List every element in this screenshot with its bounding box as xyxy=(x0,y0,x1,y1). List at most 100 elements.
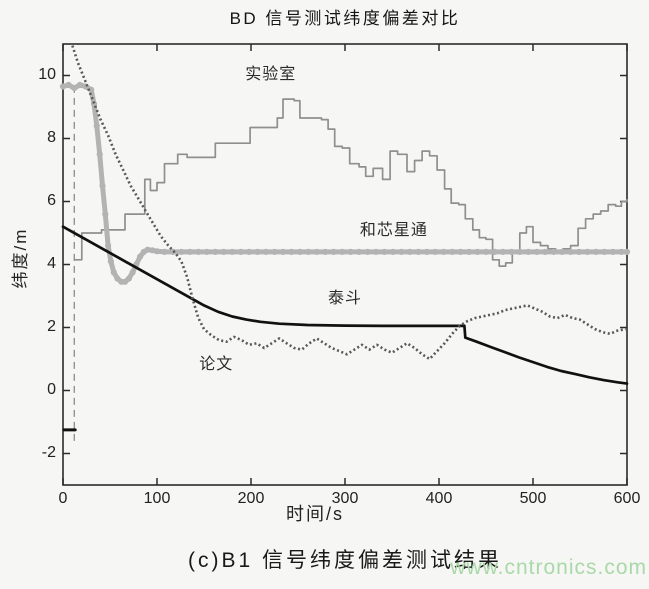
series-unicore-marker xyxy=(406,248,413,255)
series-unicore-marker xyxy=(423,248,430,255)
series-unicore-marker xyxy=(271,248,278,255)
series-unicore-marker xyxy=(381,248,388,255)
x-tick-label: 500 xyxy=(519,490,547,507)
series-unicore-marker xyxy=(432,248,439,255)
series-unicore-marker xyxy=(88,86,95,93)
axes-frame xyxy=(62,43,628,486)
watermark: www.cntronics.com xyxy=(450,556,647,579)
series-unicore-marker xyxy=(137,253,144,260)
chart-title: BD 信号测试纬度偏差对比 xyxy=(229,9,461,28)
series-label-paper: 论文 xyxy=(199,356,234,374)
y-tick-label: 2 xyxy=(47,317,56,335)
series-taidou-line xyxy=(61,225,629,385)
series-unicore-marker xyxy=(296,248,303,255)
series-unicore-marker xyxy=(110,269,117,276)
series-unicore-marker xyxy=(466,248,473,255)
series-unicore-marker xyxy=(313,248,320,255)
series-unicore-marker xyxy=(102,211,109,218)
series-unicore-marker xyxy=(364,248,371,255)
series-lab-line xyxy=(73,98,628,267)
series-unicore-marker xyxy=(71,85,78,92)
series-unicore-marker xyxy=(178,248,185,255)
series-unicore-marker xyxy=(576,248,583,255)
series-unicore-marker xyxy=(212,248,219,255)
figure-caption: (c)B1 信号纬度偏差测试结果 xyxy=(187,549,502,572)
series-unicore-marker xyxy=(279,248,287,255)
series-unicore-marker xyxy=(107,258,114,265)
series-unicore-marker xyxy=(105,242,112,249)
series-unicore-marker xyxy=(288,248,295,255)
series-unicore-marker xyxy=(246,248,253,255)
y-tick-label: 6 xyxy=(47,191,56,209)
series-unicore-marker xyxy=(262,248,270,255)
x-tick-label: 400 xyxy=(425,490,453,507)
series-unicore-marker xyxy=(161,248,168,255)
series-unicore-marker xyxy=(76,81,83,88)
series-unicore-marker xyxy=(305,248,312,255)
series-unicore-marker xyxy=(65,81,72,88)
series-unicore-marker xyxy=(220,248,227,255)
series-unicore-marker xyxy=(516,248,523,255)
series-unicore-marker xyxy=(609,248,617,255)
series-unicore-marker xyxy=(347,248,354,255)
series-unicore-marker xyxy=(618,248,625,255)
series-unicore-marker xyxy=(237,248,244,255)
series-label-unicore: 和芯星通 xyxy=(359,222,428,240)
series-unicore-marker xyxy=(254,248,261,255)
series-unicore-marker xyxy=(144,246,151,253)
series-paper-line xyxy=(71,45,628,361)
series-unicore-marker xyxy=(195,248,202,255)
y-tick-label: 10 xyxy=(38,65,56,83)
series-unicore-marker xyxy=(149,247,156,254)
series-unicore-marker xyxy=(339,248,346,255)
series-unicore-marker xyxy=(398,248,405,255)
series-unicore-marker xyxy=(601,248,608,255)
series-unicore-marker xyxy=(330,248,337,255)
series-unicore-marker xyxy=(186,248,193,255)
series-unicore-marker xyxy=(93,122,100,129)
series-unicore-marker xyxy=(457,248,464,255)
series-unicore-marker xyxy=(550,248,557,255)
x-tick-label: 100 xyxy=(143,490,171,507)
y-tick-label: 4 xyxy=(47,254,56,272)
y-tick-label: -2 xyxy=(41,443,56,461)
x-tick-label: 600 xyxy=(613,490,641,507)
series-unicore-marker xyxy=(525,248,532,255)
series-label-taidou: 泰斗 xyxy=(327,290,363,307)
series-unicore-marker xyxy=(499,248,506,255)
series-unicore-marker xyxy=(99,182,106,189)
series-unicore-marker xyxy=(96,151,103,158)
series-unicore-marker xyxy=(567,248,574,255)
series-unicore-marker xyxy=(415,248,422,255)
series-unicore-marker xyxy=(592,248,600,255)
x-tick-label: 200 xyxy=(237,490,265,507)
series-unicore-marker xyxy=(322,248,329,255)
series-unicore-marker xyxy=(449,248,456,255)
x-tick-label: 300 xyxy=(331,490,359,507)
series-unicore-marker xyxy=(533,248,540,255)
series-unicore-marker xyxy=(584,248,591,255)
x-axis-label: 时间/s xyxy=(285,504,344,524)
series-unicore-marker xyxy=(482,248,490,255)
series-unicore-marker xyxy=(559,248,566,255)
series-label-lab: 实验室 xyxy=(245,66,297,84)
series-unicore-marker xyxy=(372,248,380,255)
series-unicore-marker xyxy=(474,248,481,255)
series-unicore-marker xyxy=(542,248,549,255)
series-unicore-marker xyxy=(491,248,498,255)
y-tick-label: 8 xyxy=(47,128,56,146)
series-unicore-marker xyxy=(125,275,132,282)
series-unicore-marker xyxy=(229,248,236,255)
series-unicore-marker xyxy=(356,248,363,255)
series-unicore-marker xyxy=(440,248,447,255)
series-unicore-marker xyxy=(389,248,396,255)
series-unicore-marker xyxy=(59,83,67,90)
series-unicore-marker xyxy=(153,248,161,255)
y-tick-label: 0 xyxy=(47,380,56,398)
series-unicore-marker xyxy=(508,248,515,255)
series-unicore-marker xyxy=(203,248,210,255)
series-unicore-marker xyxy=(623,248,631,255)
x-tick-label: 0 xyxy=(58,490,68,507)
